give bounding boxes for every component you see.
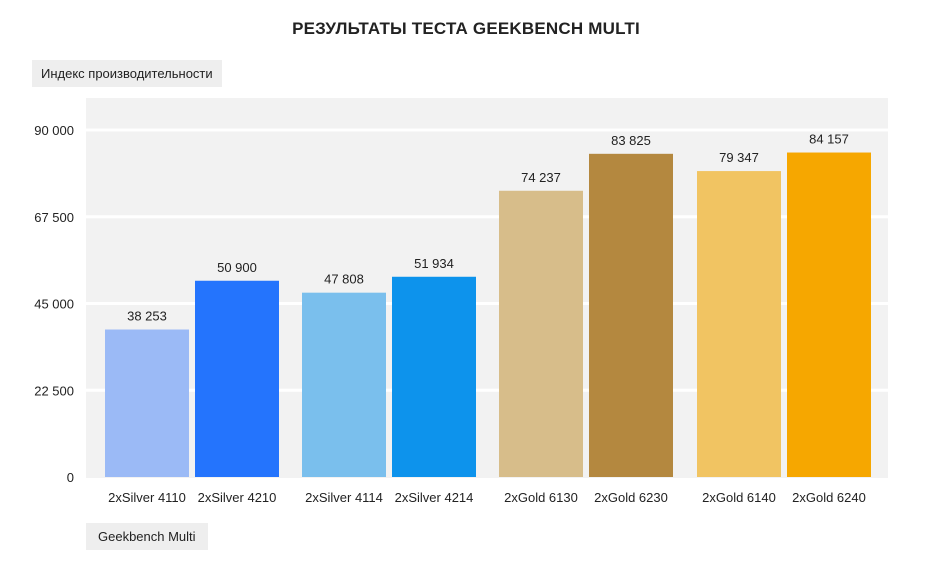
bar-value-label: 74 237 — [521, 170, 561, 185]
bar-value-label: 83 825 — [611, 133, 651, 148]
bar-value-label: 47 808 — [324, 272, 364, 287]
bar-value-label: 79 347 — [719, 150, 759, 165]
y-tick-label: 0 — [67, 470, 74, 485]
bar-value-label: 51 934 — [414, 256, 454, 271]
chart-title: РЕЗУЛЬТАТЫ ТЕСТА GEEKBENCH MULTI — [292, 19, 640, 38]
bar — [302, 292, 386, 477]
value-labels: 38 253 50 900 47 808 51 934 74 237 83 825 79 3… — [127, 132, 849, 324]
bar — [697, 171, 781, 477]
x-tick-label: 2xSilver 4214 — [395, 490, 474, 505]
x-tick-label: 2xGold 6130 — [504, 490, 578, 505]
bar-value-label: 38 253 — [127, 309, 167, 324]
y-tick-label: 90 000 — [34, 123, 74, 138]
x-tick-label: 2xGold 6240 — [792, 490, 866, 505]
bar-value-label: 84 157 — [809, 132, 849, 147]
bar-value-label: 50 900 — [217, 260, 257, 275]
y-tick-labels: 0 22 500 45 000 67 500 90 000 — [34, 123, 74, 485]
y-tick-label: 67 500 — [34, 210, 74, 225]
x-tick-label: 2xSilver 4114 — [305, 490, 383, 505]
bar — [392, 276, 476, 477]
bars — [105, 152, 871, 478]
bar — [589, 153, 673, 478]
x-tick-label: 2xSilver 4210 — [198, 490, 277, 505]
x-tick-label: 2xGold 6140 — [702, 490, 776, 505]
bar — [787, 152, 871, 477]
y-tick-label: 22 500 — [34, 383, 74, 398]
x-axis-label: Geekbench Multi — [86, 523, 208, 550]
y-tick-label: 45 000 — [34, 297, 74, 312]
bar — [195, 280, 279, 477]
y-axis-label: Индекс производительности — [32, 60, 222, 87]
x-tick-label: 2xGold 6230 — [594, 490, 668, 505]
x-tick-labels: 2xSilver 4110 2xSilver 4210 2xSilver 4114 2… — [108, 490, 866, 505]
bar — [499, 190, 583, 477]
x-tick-label: 2xSilver 4110 — [108, 490, 186, 505]
bar — [105, 329, 189, 477]
